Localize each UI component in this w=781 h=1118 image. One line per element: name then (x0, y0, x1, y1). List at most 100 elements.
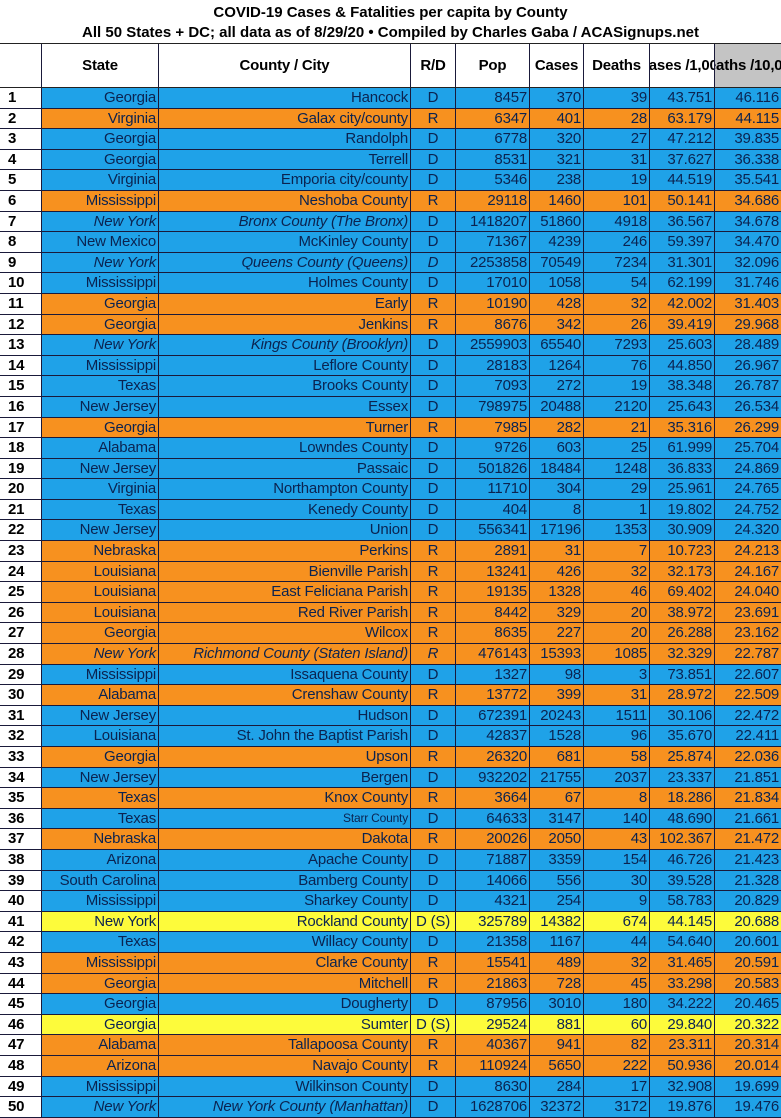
party-cell[interactable]: R (411, 582, 456, 602)
party-cell[interactable]: D (411, 376, 456, 396)
party-cell[interactable]: D (411, 808, 456, 829)
cases-per-1000-cell[interactable]: 35.670 (650, 726, 715, 746)
cases-per-1000-cell[interactable]: 31.301 (650, 252, 715, 273)
population-cell[interactable]: 71887 (456, 849, 530, 870)
state-cell[interactable]: Mississippi (42, 355, 159, 376)
row-number[interactable]: 7 (0, 211, 42, 232)
state-cell[interactable]: Nebraska (42, 829, 159, 849)
cases-per-1000-cell[interactable]: 39.528 (650, 870, 715, 891)
population-cell[interactable]: 404 (456, 499, 530, 520)
row-number[interactable]: 21 (0, 499, 42, 520)
deaths-cell[interactable]: 32 (584, 561, 650, 582)
deaths-cell[interactable]: 27 (584, 129, 650, 149)
cases-per-1000-cell[interactable]: 69.402 (650, 582, 715, 602)
county-cell[interactable]: Navajo County (159, 1055, 411, 1076)
county-cell[interactable]: Brooks County (159, 376, 411, 396)
cases-per-1000-cell[interactable]: 39.419 (650, 314, 715, 335)
deaths-per-10000-cell[interactable]: 21.328 (715, 870, 781, 891)
deaths-per-10000-cell[interactable]: 28.489 (715, 335, 781, 355)
party-cell[interactable]: D (411, 664, 456, 685)
cases-cell[interactable]: 70549 (530, 252, 584, 273)
state-cell[interactable]: Mississippi (42, 190, 159, 211)
county-cell[interactable]: Dougherty (159, 994, 411, 1014)
deaths-cell[interactable]: 76 (584, 355, 650, 376)
cases-per-1000-cell[interactable]: 32.329 (650, 644, 715, 664)
cases-per-1000-cell[interactable]: 50.141 (650, 190, 715, 211)
cases-cell[interactable]: 399 (530, 685, 584, 705)
deaths-per-10000-cell[interactable]: 23.162 (715, 623, 781, 644)
row-number[interactable]: 47 (0, 1035, 42, 1055)
party-cell[interactable]: D (411, 870, 456, 891)
deaths-per-10000-cell[interactable]: 22.036 (715, 747, 781, 767)
party-cell[interactable]: R (411, 1035, 456, 1055)
cases-cell[interactable]: 254 (530, 891, 584, 911)
row-number[interactable]: 27 (0, 623, 42, 644)
party-cell[interactable]: D (411, 520, 456, 541)
party-cell[interactable]: R (411, 541, 456, 561)
county-cell[interactable]: Passaic (159, 458, 411, 479)
party-cell[interactable]: R (411, 190, 456, 211)
deaths-cell[interactable]: 2037 (584, 767, 650, 788)
deaths-cell[interactable]: 45 (584, 973, 650, 994)
state-cell[interactable]: Mississippi (42, 891, 159, 911)
row-number[interactable]: 45 (0, 994, 42, 1014)
row-number[interactable]: 34 (0, 767, 42, 788)
party-cell[interactable]: D (411, 335, 456, 355)
party-cell[interactable]: R (411, 952, 456, 973)
deaths-per-10000-cell[interactable]: 34.678 (715, 211, 781, 232)
population-cell[interactable]: 5346 (456, 170, 530, 190)
deaths-cell[interactable]: 140 (584, 808, 650, 829)
deaths-cell[interactable]: 39 (584, 88, 650, 108)
population-cell[interactable]: 556341 (456, 520, 530, 541)
party-cell[interactable]: R (411, 829, 456, 849)
cases-cell[interactable]: 1328 (530, 582, 584, 602)
deaths-cell[interactable]: 19 (584, 170, 650, 190)
cases-per-1000-cell[interactable]: 59.397 (650, 232, 715, 252)
party-cell[interactable]: R (411, 314, 456, 335)
party-cell[interactable]: D (411, 252, 456, 273)
deaths-per-10000-cell[interactable]: 26.534 (715, 396, 781, 417)
header-cases[interactable]: Cases (530, 44, 584, 87)
cases-cell[interactable]: 320 (530, 129, 584, 149)
deaths-cell[interactable]: 7234 (584, 252, 650, 273)
deaths-per-10000-cell[interactable]: 20.688 (715, 911, 781, 932)
county-cell[interactable]: Apache County (159, 849, 411, 870)
deaths-cell[interactable]: 3172 (584, 1097, 650, 1117)
state-cell[interactable]: Louisiana (42, 726, 159, 746)
deaths-per-10000-cell[interactable]: 22.607 (715, 664, 781, 685)
row-number[interactable]: 26 (0, 602, 42, 623)
deaths-cell[interactable]: 28 (584, 108, 650, 129)
state-cell[interactable]: Texas (42, 788, 159, 808)
row-number[interactable]: 43 (0, 952, 42, 973)
deaths-cell[interactable]: 29 (584, 479, 650, 499)
row-number[interactable]: 14 (0, 355, 42, 376)
row-number[interactable]: 3 (0, 129, 42, 149)
deaths-cell[interactable]: 3 (584, 664, 650, 685)
party-cell[interactable]: D (411, 499, 456, 520)
population-cell[interactable]: 87956 (456, 994, 530, 1014)
party-cell[interactable]: D (411, 1076, 456, 1097)
county-cell[interactable]: East Feliciana Parish (159, 582, 411, 602)
population-cell[interactable]: 42837 (456, 726, 530, 746)
party-cell[interactable]: R (411, 623, 456, 644)
cases-cell[interactable]: 489 (530, 952, 584, 973)
deaths-cell[interactable]: 32 (584, 293, 650, 314)
header-pop[interactable]: Pop (456, 44, 530, 87)
county-cell[interactable]: Sumter (159, 1014, 411, 1035)
county-cell[interactable]: Wilkinson County (159, 1076, 411, 1097)
cases-per-1000-cell[interactable]: 73.851 (650, 664, 715, 685)
deaths-per-10000-cell[interactable]: 20.583 (715, 973, 781, 994)
state-cell[interactable]: New Jersey (42, 520, 159, 541)
cases-per-1000-cell[interactable]: 38.348 (650, 376, 715, 396)
deaths-cell[interactable]: 21 (584, 417, 650, 438)
cases-cell[interactable]: 4239 (530, 232, 584, 252)
population-cell[interactable]: 1628706 (456, 1097, 530, 1117)
cases-cell[interactable]: 556 (530, 870, 584, 891)
population-cell[interactable]: 8676 (456, 314, 530, 335)
population-cell[interactable]: 13241 (456, 561, 530, 582)
cases-cell[interactable]: 65540 (530, 335, 584, 355)
cases-cell[interactable]: 21755 (530, 767, 584, 788)
deaths-cell[interactable]: 43 (584, 829, 650, 849)
cases-per-1000-cell[interactable]: 25.961 (650, 479, 715, 499)
party-cell[interactable]: D (411, 849, 456, 870)
